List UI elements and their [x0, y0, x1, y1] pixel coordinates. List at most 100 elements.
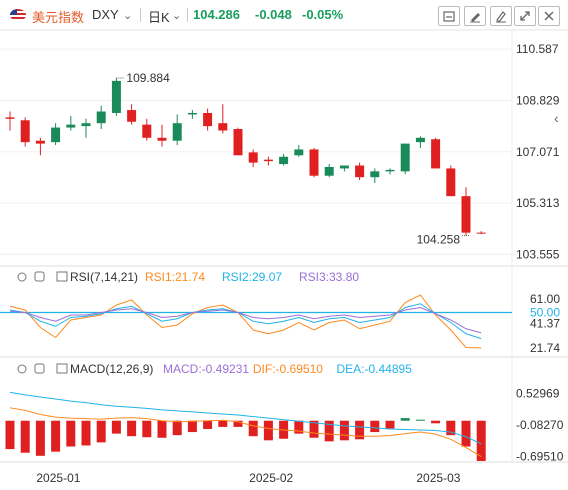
price-tick-label: 105.313: [516, 196, 560, 210]
candle: [157, 137, 167, 141]
divider: [140, 8, 141, 22]
macd-histogram-bar: [385, 420, 395, 429]
rsi-line-rsi2: [9, 303, 482, 340]
symbol-name[interactable]: 美元指数: [32, 10, 85, 25]
candle: [446, 168, 456, 197]
macd-histogram-bar: [415, 419, 425, 421]
macd-histogram-bar: [339, 420, 349, 441]
high-price-label: 109.884: [126, 71, 170, 85]
price-change-percent: -0.05%: [302, 7, 344, 22]
macd-histogram-bar: [157, 420, 167, 438]
close-icon[interactable]: [538, 6, 560, 26]
macd-histogram-bar: [446, 420, 456, 436]
macd-dea-line: [9, 391, 482, 445]
rsi-params: RSI(7,14,21): [70, 270, 138, 284]
macd-histogram-bar: [476, 420, 486, 461]
price-change: -0.048: [255, 7, 292, 22]
candle: [294, 149, 304, 156]
macd-tick-label: -0.08270: [516, 418, 564, 432]
rsi-tick-label: 41.37: [530, 316, 560, 330]
candle: [279, 156, 289, 165]
candle: [51, 127, 61, 143]
macd-histogram-bar: [172, 420, 182, 436]
candle: [431, 139, 441, 169]
macd-histogram-bar: [66, 420, 76, 447]
macd-histogram-bar: [20, 420, 30, 453]
macd-histogram-bar: [203, 420, 213, 429]
calendar-edit-icon[interactable]: [438, 6, 460, 26]
candle: [172, 123, 182, 141]
rsi-tick-label: 21.74: [530, 341, 560, 355]
macd-histogram-bar: [294, 420, 304, 434]
rsi-legend-item: RSI1:21.74: [145, 270, 205, 284]
rsi-tick-label: 61.00: [530, 292, 560, 306]
candle: [461, 196, 471, 233]
indicator-toggle-icon: [56, 271, 68, 282]
candle: [324, 166, 334, 176]
macd-params: MACD(12,26,9): [70, 362, 153, 376]
macd-histogram-bar: [400, 418, 410, 421]
symbol-code[interactable]: DXY: [92, 7, 119, 22]
candle: [218, 123, 228, 131]
rsi-tick-label: 50.00: [530, 306, 560, 320]
macd-histogram-bar: [248, 420, 258, 437]
rsi-line-rsi3: [9, 306, 482, 334]
interval-select[interactable]: 日K: [148, 10, 170, 25]
interval-dropdown-icon[interactable]: ⌄: [172, 10, 182, 22]
price-tick-label: 108.829: [516, 93, 560, 107]
macd-histogram-bar: [324, 420, 334, 442]
candle: [248, 152, 258, 163]
candle: [476, 232, 486, 234]
macd-dif-line: [9, 407, 482, 458]
macd-tick-label: -0.69510: [516, 450, 564, 464]
toolbar: 美元指数 DXY ⌄ 日K ⌄ 104.286 -0.048 -0.05%: [0, 0, 568, 30]
low-price-label: 104.258: [417, 233, 461, 247]
candle: [127, 110, 137, 122]
x-axis-label: 2025-01: [36, 471, 80, 485]
collapse-circle-icon: [17, 364, 27, 374]
macd-histogram-bar: [355, 420, 365, 440]
macd-histogram-bar: [187, 420, 197, 433]
candle: [203, 112, 213, 127]
price-tick-label: 107.071: [516, 145, 560, 159]
collapse-arrow-icon[interactable]: ‹: [554, 110, 559, 126]
macd-histogram-bar: [96, 420, 106, 443]
price-tick-label: 103.555: [516, 247, 560, 261]
indicator-toggle-icon: [56, 363, 68, 374]
candle: [187, 112, 197, 115]
macd-histogram-bar: [233, 420, 243, 427]
candle: [355, 165, 365, 178]
macd-histogram-bar: [263, 420, 273, 441]
candle: [370, 171, 380, 178]
collapse-circle-icon: [17, 272, 27, 282]
macd-histogram-bar: [309, 420, 319, 438]
macd-histogram-bar: [51, 420, 61, 452]
candle: [385, 169, 395, 172]
settings-icon: [34, 271, 45, 282]
rsi-line-rsi1: [9, 294, 482, 349]
macd-histogram-bar: [111, 420, 121, 434]
candle: [111, 80, 121, 113]
last-price: 104.286: [193, 7, 240, 22]
us-flag-icon: [10, 9, 26, 21]
macd-histogram-bar: [81, 420, 91, 446]
candle: [66, 124, 76, 128]
macd-histogram-bar: [431, 420, 441, 424]
macd-histogram-bar: [218, 420, 228, 427]
candle: [400, 143, 410, 172]
macd-legend-item: DIF:-0.69510: [253, 362, 323, 376]
candle: [5, 117, 15, 119]
pen-icon[interactable]: [490, 6, 512, 26]
x-axis-label: 2025-02: [249, 471, 293, 485]
symbol-dropdown-icon[interactable]: ⌄: [123, 10, 133, 22]
macd-tick-label: 0.52969: [516, 386, 560, 400]
candle: [309, 149, 319, 176]
macd-histogram-bar: [127, 420, 137, 437]
rsi-legend-item: RSI3:33.80: [299, 270, 359, 284]
macd-legend-item: DEA:-0.44895: [337, 362, 413, 376]
candle: [233, 129, 243, 156]
draw-icon[interactable]: [464, 6, 486, 26]
candle: [35, 140, 45, 144]
fullscreen-icon[interactable]: [514, 6, 536, 26]
